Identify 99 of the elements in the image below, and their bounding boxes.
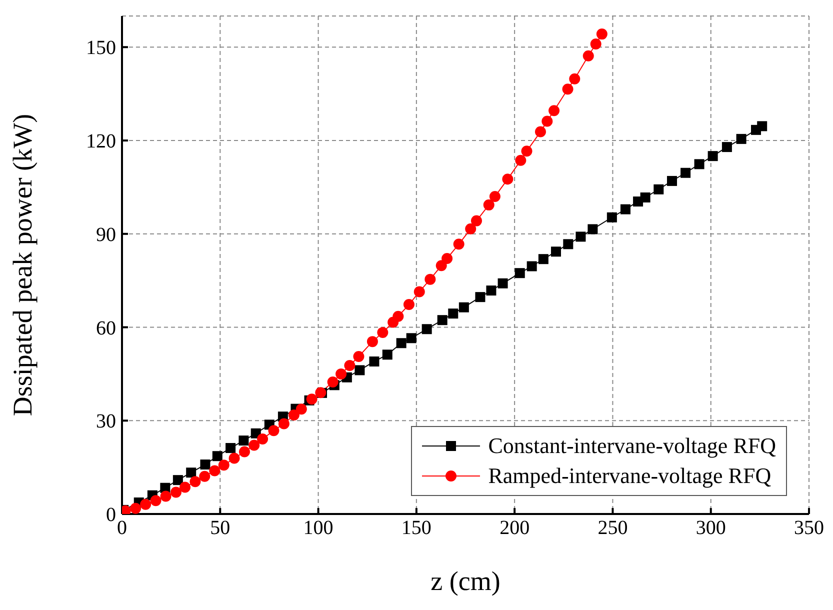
- point: [406, 333, 416, 344]
- point: [296, 404, 307, 415]
- point: [483, 199, 494, 210]
- point: [327, 376, 338, 388]
- point: [396, 338, 406, 348]
- point: [538, 254, 548, 264]
- point: [288, 410, 300, 421]
- y-tick-label: 60: [96, 317, 116, 340]
- point: [486, 286, 496, 296]
- point: [453, 238, 464, 250]
- x-tick-label: 100: [303, 517, 334, 540]
- point: [606, 212, 617, 222]
- point: [526, 261, 537, 272]
- point: [694, 159, 704, 170]
- point: [366, 336, 378, 348]
- point: [190, 476, 201, 488]
- point: [475, 292, 486, 302]
- point: [257, 433, 268, 444]
- point: [414, 286, 425, 298]
- point: [521, 146, 532, 157]
- point: [228, 452, 240, 464]
- point: [248, 440, 260, 451]
- point: [382, 350, 392, 360]
- point: [369, 356, 380, 366]
- point: [170, 486, 182, 498]
- point: [588, 224, 598, 234]
- point: [130, 502, 142, 514]
- legend-label: Constant-intervane-voltage RFQ: [488, 433, 776, 459]
- point: [140, 498, 152, 510]
- x-tick-label: 200: [500, 517, 530, 540]
- point: [542, 116, 553, 127]
- y-tick-label: 30: [96, 410, 116, 433]
- y-tick-label: 120: [86, 130, 116, 153]
- point: [576, 232, 586, 242]
- point: [534, 126, 546, 138]
- point: [563, 239, 574, 250]
- point: [640, 192, 650, 202]
- y-axis-title: Dssipated peak power (kW): [8, 114, 38, 416]
- point: [569, 73, 580, 84]
- point: [150, 495, 162, 506]
- point: [654, 184, 664, 194]
- point: [199, 470, 210, 482]
- point: [209, 465, 220, 476]
- y-tick-label: 90: [96, 224, 116, 246]
- point: [470, 215, 482, 226]
- point: [442, 252, 453, 264]
- x-tick-label: 150: [401, 517, 432, 540]
- point: [392, 310, 404, 322]
- point: [736, 134, 746, 144]
- x-axis-title: z (cm): [430, 566, 500, 596]
- point: [515, 154, 526, 166]
- point: [403, 299, 414, 310]
- point: [590, 38, 602, 50]
- point: [680, 168, 691, 178]
- point: [353, 351, 364, 362]
- point: [336, 368, 347, 380]
- x-tick-label: 250: [598, 517, 628, 540]
- point: [722, 142, 732, 152]
- point: [377, 327, 388, 338]
- x-tick-label: 50: [210, 517, 230, 540]
- point: [448, 308, 458, 319]
- point: [562, 84, 574, 95]
- point: [502, 174, 514, 185]
- y-tick-label: 150: [86, 37, 116, 60]
- point: [226, 443, 236, 454]
- point: [489, 191, 500, 202]
- point: [498, 278, 508, 288]
- point: [422, 324, 432, 334]
- point: [172, 475, 183, 486]
- point: [424, 274, 436, 285]
- point: [514, 268, 525, 278]
- point: [437, 315, 448, 326]
- x-tick-label: 300: [696, 517, 726, 540]
- point: [550, 246, 561, 257]
- point: [354, 365, 365, 376]
- point: [666, 176, 677, 186]
- point: [465, 223, 476, 234]
- point: [268, 425, 280, 436]
- point: [278, 418, 290, 430]
- point: [218, 460, 230, 471]
- point: [596, 28, 608, 40]
- point: [582, 50, 594, 62]
- point: [186, 468, 196, 478]
- point: [200, 460, 210, 470]
- point: [306, 394, 318, 405]
- point: [757, 121, 768, 132]
- point: [548, 105, 560, 116]
- point: [238, 446, 250, 458]
- point: [160, 490, 172, 502]
- point: [238, 436, 249, 446]
- point: [212, 451, 222, 462]
- x-tick-label: 350: [794, 517, 824, 540]
- point: [620, 204, 630, 214]
- point: [708, 151, 718, 162]
- point: [180, 482, 191, 493]
- point: [436, 260, 447, 272]
- legend-label: Ramped-intervane-voltage RFQ: [488, 463, 772, 489]
- point: [458, 302, 469, 312]
- point: [344, 360, 356, 372]
